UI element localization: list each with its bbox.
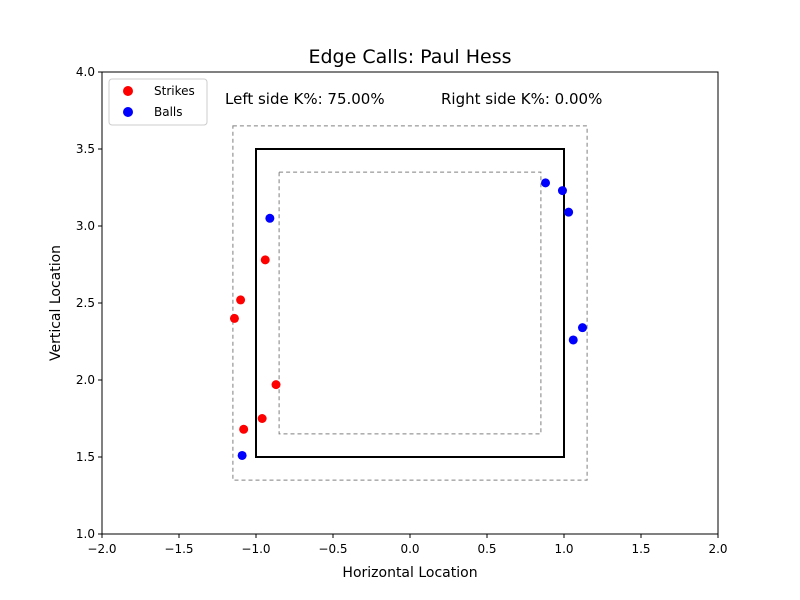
- balls-point: [564, 207, 574, 217]
- x-tick-label: 0.0: [400, 542, 419, 556]
- x-axis-label: Horizontal Location: [342, 565, 477, 581]
- legend-marker-strikes: [123, 86, 133, 96]
- legend-label-strikes: Strikes: [154, 84, 195, 98]
- outer-zone-boundary: [232, 125, 588, 481]
- y-tick-label: 1.5: [76, 450, 95, 464]
- x-tick-label: 2.0: [708, 542, 727, 556]
- inner-zone-boundary: [278, 171, 542, 435]
- x-axis: −2.0 −1.5 −1.0 −0.5 0.0 0.5 1.0 1.5 2.0: [87, 534, 728, 556]
- y-tick-label: 2.5: [76, 296, 95, 310]
- strikes-point: [271, 380, 281, 390]
- x-tick-label: 1.0: [554, 542, 573, 556]
- legend-box: [108, 78, 208, 126]
- strikes-point: [239, 424, 249, 434]
- balls-point: [557, 186, 567, 196]
- legend: Strikes Balls: [108, 78, 208, 126]
- legend-label-balls: Balls: [154, 105, 183, 119]
- y-axis-label: Vertical Location: [48, 245, 64, 361]
- x-tick-label: −1.0: [241, 542, 270, 556]
- x-tick-label: 1.5: [631, 542, 650, 556]
- left-side-k-annotation: Left side K%: 75.00%: [225, 90, 385, 108]
- balls-point: [577, 323, 587, 333]
- strike-zone: [255, 148, 565, 458]
- x-tick-label: −0.5: [318, 542, 347, 556]
- points-group: [229, 178, 587, 460]
- y-tick-label: 2.0: [76, 373, 95, 387]
- strikes-point: [257, 414, 267, 423]
- y-tick-label: 1.0: [76, 527, 95, 541]
- y-tick-label: 3.0: [76, 219, 95, 233]
- y-tick-label: 3.5: [76, 142, 95, 156]
- x-tick-label: −1.5: [164, 542, 193, 556]
- x-tick-label: 0.5: [477, 542, 496, 556]
- strikes-point: [236, 295, 246, 305]
- balls-point: [541, 178, 551, 188]
- balls-point: [237, 450, 247, 460]
- balls-point: [568, 335, 578, 345]
- balls-point: [265, 213, 275, 223]
- right-side-k-annotation: Right side K%: 0.00%: [441, 90, 602, 108]
- x-tick-label: −2.0: [87, 542, 116, 556]
- y-axis: 1.0 1.5 2.0 2.5 3.0 3.5 4.0: [76, 65, 102, 541]
- strikes-point: [260, 255, 270, 265]
- legend-marker-balls: [123, 107, 133, 117]
- strikes-point: [229, 313, 239, 323]
- zone-group: [232, 125, 588, 481]
- chart-title: Edge Calls: Paul Hess: [308, 46, 511, 68]
- y-tick-label: 4.0: [76, 65, 95, 79]
